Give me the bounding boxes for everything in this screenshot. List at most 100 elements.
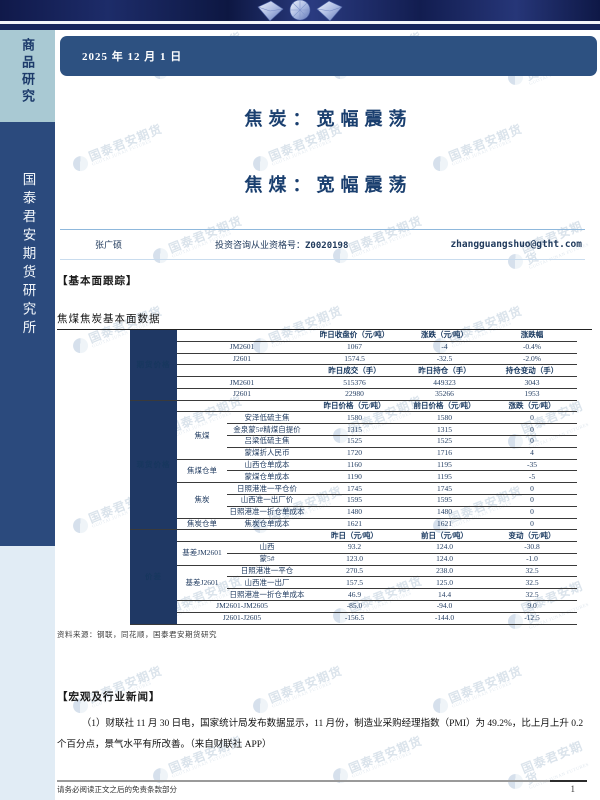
table-row: 价差 昨日（元/吨） 前日（元/吨） 变动（元/吨） (130, 529, 577, 625)
table-col-header: 前日（元/吨） (402, 529, 487, 543)
table-cell-value: 46.9 (307, 588, 402, 601)
table-cell-value: 123.0 (307, 553, 402, 566)
table-row-name: 金泉蒙5#精煤自提价 (227, 423, 307, 437)
table-cell-value: 1745 (402, 482, 487, 495)
table-cell-value: 32.5 (487, 576, 577, 590)
table-cell-value: 1480 (402, 506, 487, 519)
table-group-label: 基差JM2601 (177, 541, 227, 566)
table-cell-value: 1580 (307, 411, 402, 425)
report-title-coke: 焦炭：宽幅震荡 (244, 109, 413, 129)
table-row: J2601-J2605 -156.5 -144.0 -12.5 (130, 612, 577, 625)
table-cell-value: 125.0 (402, 576, 487, 590)
table-cell-value: 1595 (307, 494, 402, 507)
table-cell-value: 1195 (402, 470, 487, 484)
table-row: 日照港准一折仓单成本 1480 1480 0 (130, 506, 577, 519)
table-cell-value: 1160 (307, 459, 402, 472)
table-row-name (177, 330, 307, 342)
table-col-header: 前日价格（元/吨） (402, 400, 487, 413)
table-col-header: 涨跌（元/吨） (402, 330, 487, 342)
table-row: 焦炭 日照港准一平仓价 1745 1745 0 (130, 482, 577, 519)
table-row-name: 日照港准一折仓单成本 (227, 588, 307, 601)
author-row: 张广硕 投资咨询从业资格号：Z0020198 zhangguangshuo@gt… (57, 230, 600, 259)
table-row-name: 吕梁低硫主焦 (227, 435, 307, 448)
table-row-name: 蒙煤仓单成本 (227, 470, 307, 484)
table-row: 日照港准一折仓单成本 46.9 14.4 32.5 (130, 588, 577, 601)
table-row: 金泉蒙5#精煤自提价 1315 1315 0 (130, 423, 577, 437)
table-row: 焦煤仓单 山西仓单成本 1160 1195 -35 (130, 459, 577, 484)
divider-above-author (60, 229, 585, 230)
table-row-name: J2601 (177, 388, 307, 401)
table-cell-value: 124.0 (402, 541, 487, 554)
table-row-name (177, 400, 307, 413)
disclaimer-note: 请务必阅读正文之后的免责条款部分 (57, 785, 177, 794)
table-cell-value: 1716 (402, 447, 487, 460)
table-cell-value: 1580 (402, 411, 487, 425)
diamond-gems-icon (257, 0, 343, 22)
table-row-name: 山西准一出厂价 (227, 494, 307, 507)
table-cell-value: -35 (487, 459, 577, 472)
table-col-header: 昨日收盘价（元/吨） (307, 330, 402, 342)
cert-number: Z0020198 (305, 241, 349, 251)
table-cell-value: 515376 (307, 376, 402, 389)
table-cell-value: -30.8 (487, 541, 577, 554)
fundamentals-table-wrap: 期货价格 昨日收盘价（元/吨） 涨跌（元/吨） 涨跌幅 JM2601 1067 -4 -0.4… (57, 329, 592, 625)
table-row: 蒙煤折人民币 1720 1716 4 (130, 447, 577, 460)
table-section-label: 期货价格 (130, 330, 177, 401)
table-section-label: 价差 (130, 529, 177, 625)
divider-below-author (60, 259, 585, 260)
table-row: 基差J2601 日照港准一平仓 270.5 238.0 32.5 (130, 565, 577, 601)
table-row: J2601 22980 35266 1953 (130, 388, 577, 401)
table-row: 蒙5# 123.0 124.0 -1.0 (130, 553, 577, 566)
section-header-fundamentals: 【基本面跟踪】 (57, 276, 138, 287)
table-cell-value: 22980 (307, 388, 402, 401)
table-cell-value: 1480 (307, 506, 402, 519)
table-row-name: JM2601 (177, 376, 307, 389)
table-cell-value: 157.5 (307, 576, 402, 590)
table-cell-value: 32.5 (487, 565, 577, 578)
table-cell-value: 0 (487, 423, 577, 437)
footer-rule (57, 780, 587, 782)
table-cell-value: -5 (487, 470, 577, 484)
author-cert: 投资咨询从业资格号：Z0020198 (215, 238, 450, 251)
table-row: 昨日成交（手） 昨日持仓（手） 持仓变动（手） (130, 364, 577, 378)
report-content: 2025 年 12 月 1 日 焦炭：宽幅震荡 焦煤：宽幅震荡 张广硕 投资咨询… (57, 30, 600, 800)
table-source: 资料来源：钢联，同花顺，国泰君安期货研究 (57, 629, 217, 639)
cert-label: 投资咨询从业资格号： (215, 240, 306, 250)
table-row-name: JM2601 (177, 341, 307, 354)
table-cell-value: 0 (487, 435, 577, 448)
table-cell-value: -94.0 (402, 600, 487, 613)
table-row: 基差JM2601 山西 93.2 124.0 -30.8 (130, 541, 577, 566)
table-cell-value: 0 (487, 506, 577, 519)
table-row-name: J2601 (177, 353, 307, 366)
table-row-name: 日照港准一折仓单成本 (227, 506, 307, 519)
fundamentals-table-title: 焦煤焦炭基本面数据 (57, 314, 161, 325)
page-footer: 请务必阅读正文之后的免责条款部分 1 (57, 780, 587, 795)
table-cell-value: -2.0% (487, 353, 577, 366)
report-date: 2025 年 12 月 1 日 (82, 51, 183, 63)
table-section-label: 现货价格 (130, 400, 177, 531)
table-row-name (177, 364, 307, 378)
section-header-news: 【宏观及行业新闻】 (57, 691, 161, 703)
author-name: 张广硕 (95, 240, 123, 250)
table-cell-value: 32.5 (487, 588, 577, 601)
table-row-name: 蒙煤折人民币 (227, 447, 307, 460)
table-cell-value: 0 (487, 482, 577, 495)
sidebar-institute-label: 国泰君安期货研究所 (20, 172, 36, 339)
table-group-label: 焦煤 (177, 411, 227, 460)
report-title-coking-coal: 焦煤：宽幅震荡 (244, 175, 413, 195)
table-row: 山西准一出厂 157.5 125.0 32.5 (130, 576, 577, 590)
table-cell-value: 0 (487, 411, 577, 425)
table-cell-value: 1315 (307, 423, 402, 437)
table-cell-value: 270.5 (307, 565, 402, 578)
table-row-name (177, 529, 307, 543)
fundamentals-table-body: 期货价格 昨日收盘价（元/吨） 涨跌（元/吨） 涨跌幅 JM2601 1067 -4 -0.4… (130, 330, 577, 625)
table-col-header: 变动（元/吨） (487, 529, 577, 543)
table-cell-value: 238.0 (402, 565, 487, 578)
table-cell-value: 9.0 (487, 600, 577, 613)
table-cell-value: 0 (487, 494, 577, 507)
table-row: 蒙煤仓单成本 1190 1195 -5 (130, 470, 577, 484)
table-col-header: 涨跌幅 (487, 330, 577, 342)
table-cell-value: 1067 (307, 341, 402, 354)
table-group-label: 焦炭仓单 (177, 518, 227, 531)
